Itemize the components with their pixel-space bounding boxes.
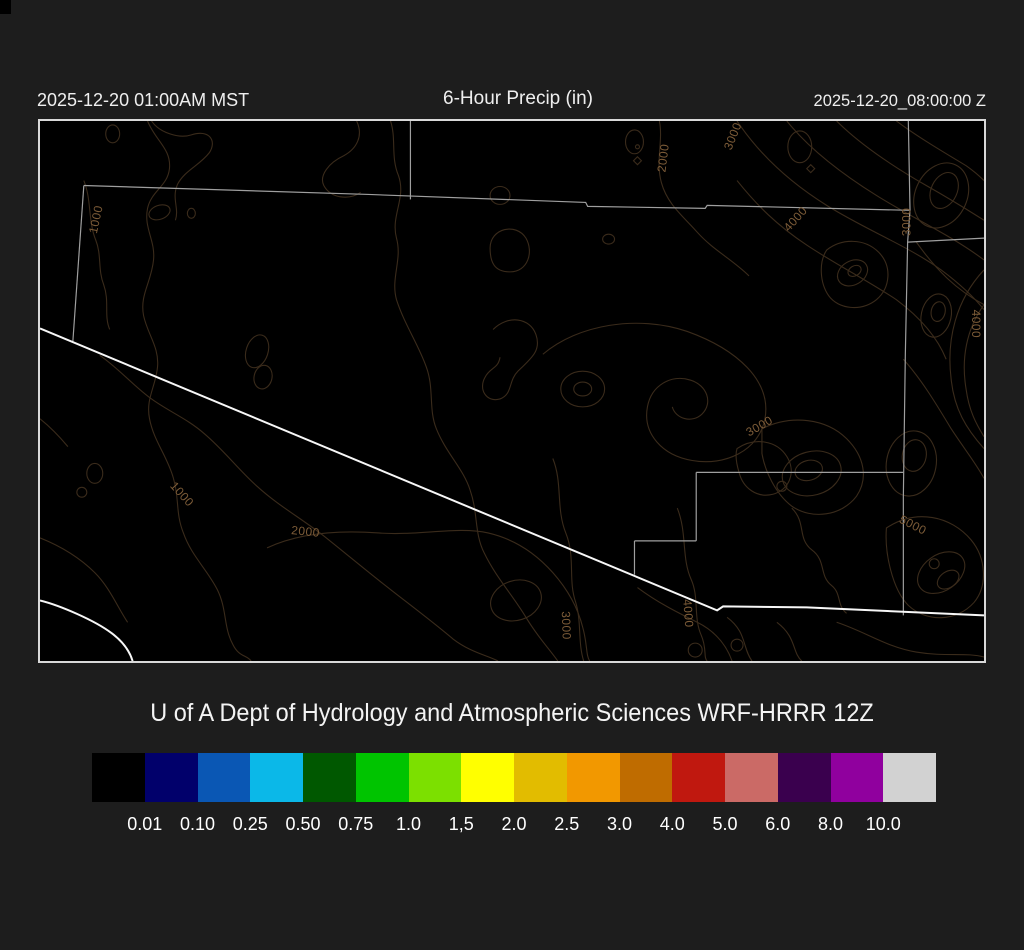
colorbar-swatch	[514, 753, 567, 802]
map-canvas: 1000 2000 3000 4000 3000 4000 3000 1000 …	[40, 121, 984, 661]
colorbar-swatch	[566, 753, 620, 802]
colorbar-label: 5.0	[712, 814, 738, 834]
colorbar-label: 0.01	[127, 814, 163, 834]
contour-label: 1000	[167, 479, 197, 510]
contour-label: 3000	[721, 121, 745, 152]
colorbar-label: 1,5	[448, 814, 474, 834]
colorbar-label: 0.10	[179, 814, 216, 834]
contour-label: 4000	[680, 599, 696, 628]
colorbar-label: 0.50	[285, 814, 321, 834]
plot-title: 6-Hour Precip (in)	[443, 88, 593, 109]
contour-label: 2000	[291, 523, 321, 540]
precip-map: 1000 2000 3000 4000 3000 4000 3000 1000 …	[38, 119, 986, 663]
contour-label: 2000	[654, 143, 671, 173]
colorbar-label: 3.0	[606, 814, 633, 834]
colorbar-swatch	[725, 753, 778, 802]
caption-title: U of A Dept of Hydrology and Atmospheric…	[150, 699, 874, 727]
colorbar-swatch	[197, 753, 251, 802]
colorbar-label: 10.0	[865, 814, 901, 834]
terrain-contours	[40, 121, 984, 661]
colorbar-swatch	[144, 753, 198, 802]
colorbar-label: 0.25	[232, 814, 268, 834]
colorbar-swatch	[883, 753, 936, 802]
contour-label: 1000	[86, 204, 106, 235]
colorbar-swatch	[672, 753, 725, 802]
colorbar-swatch	[830, 753, 884, 802]
colorbar-label: 0.75	[338, 814, 374, 834]
colorbar-swatch	[408, 753, 462, 802]
contour-label: 4000	[969, 310, 983, 338]
contour-label: 3000	[559, 611, 574, 640]
local-timestamp: 2025-12-20 01:00AM MST	[37, 90, 250, 110]
colorbar-swatch	[92, 753, 145, 802]
colorbar-label: 1.0	[395, 814, 422, 834]
contour-label: 3000	[899, 208, 913, 236]
colorbar-label: 2.5	[554, 814, 580, 834]
colorbar-label: 6.0	[765, 814, 791, 834]
state-borders	[72, 121, 984, 616]
contour-labels: 1000 2000 3000 4000 3000 4000 3000 1000 …	[86, 121, 983, 640]
colorbar-swatch	[303, 753, 356, 802]
colorbar-swatch	[619, 753, 673, 802]
contour-label: 5000	[897, 512, 929, 537]
colorbar-swatches	[92, 753, 936, 802]
colorbar-swatch	[777, 753, 831, 802]
colorbar-label: 4.0	[659, 814, 685, 834]
utc-timestamp: 2025-12-20_08:00:00 Z	[813, 92, 986, 110]
colorbar-swatch	[355, 753, 409, 802]
colorbar-swatch	[461, 753, 514, 802]
colorbar-swatch	[250, 753, 303, 802]
highlight-borders	[40, 327, 984, 661]
colorbar-label: 8.0	[817, 814, 844, 834]
colorbar-labels: 0.01 0.10 0.25 0.50 0.75 1.0 1,5 2.0 2.5 3.0 4.0 5.…	[92, 814, 936, 838]
corner-patch	[0, 0, 11, 14]
colorbar-label: 2.0	[501, 814, 527, 834]
